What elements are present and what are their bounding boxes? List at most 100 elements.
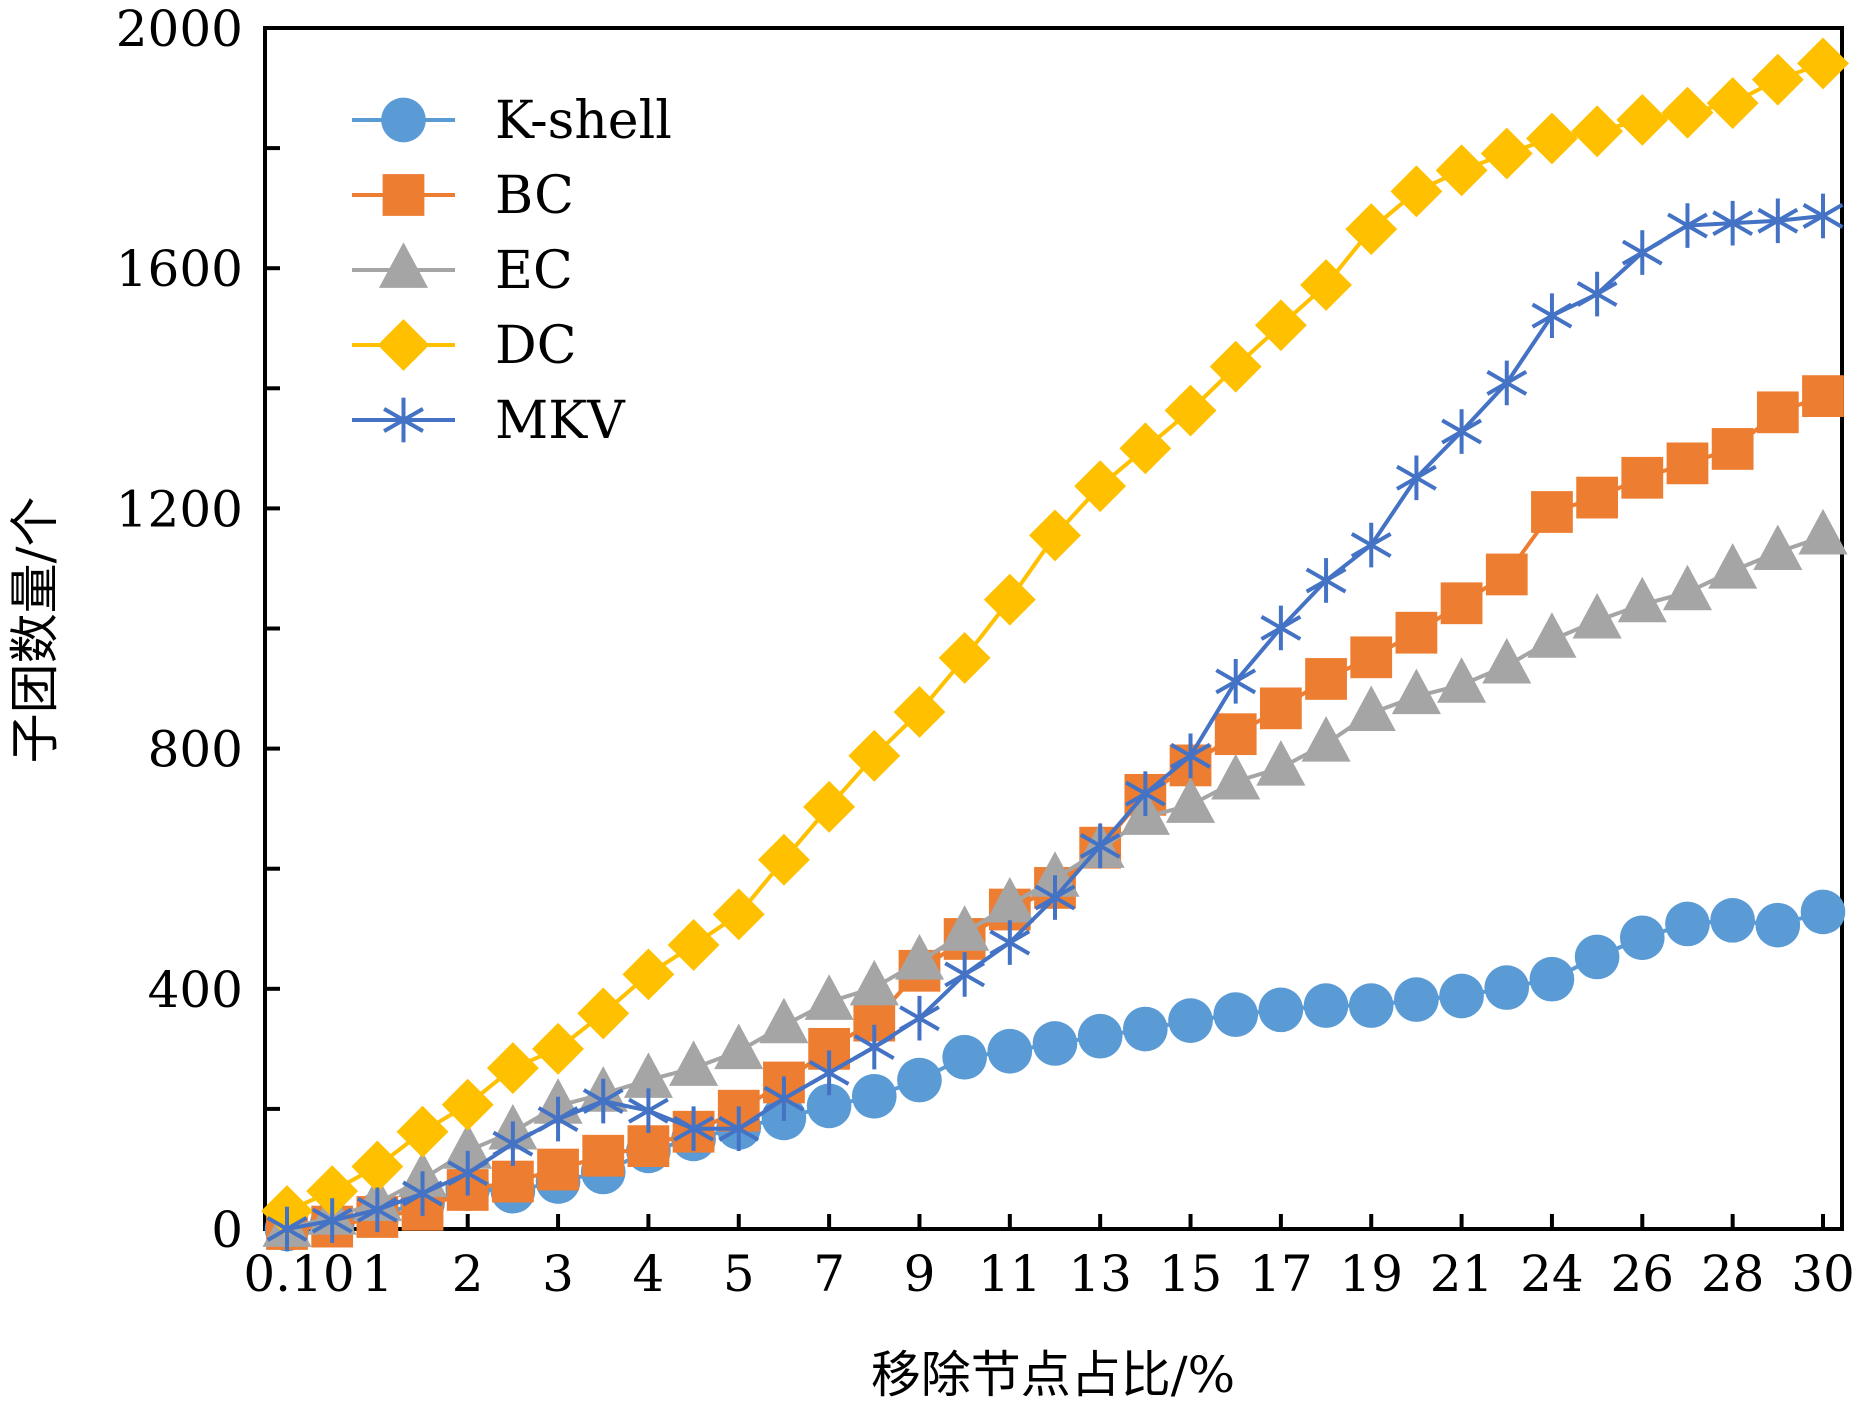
point-asterisk	[1802, 193, 1844, 239]
x-tick-label: 13	[1068, 1245, 1132, 1303]
asterisk-stroke	[899, 1005, 940, 1032]
x-tick-label: 2	[452, 1245, 484, 1303]
point-diamond	[396, 1105, 449, 1158]
legend-label: MKV	[495, 391, 626, 451]
legend-item-bc: BC	[352, 166, 574, 226]
point-asterisk	[673, 1106, 715, 1152]
point-asterisk	[402, 1171, 443, 1216]
x-tick-label: 7	[813, 1245, 845, 1303]
point-triangle	[1437, 657, 1487, 703]
point-asterisk	[1757, 198, 1799, 244]
point-diamond	[1616, 93, 1669, 146]
point-square	[582, 1134, 625, 1177]
point-triangle	[1211, 753, 1261, 800]
legend: K-shell BC EC DC MKV	[352, 91, 672, 451]
x-tick-label: 21	[1430, 1245, 1494, 1303]
point-diamond	[306, 1165, 359, 1218]
asterisk-stroke	[1667, 212, 1708, 239]
point-asterisk	[356, 1187, 398, 1233]
point-diamond	[1706, 77, 1759, 129]
point-asterisk	[537, 1096, 579, 1142]
point-diamond	[1661, 86, 1714, 139]
asterisk-stroke	[673, 1115, 715, 1142]
point-asterisk	[447, 1150, 489, 1196]
x-tick-label: 11	[978, 1245, 1042, 1303]
point-asterisk	[944, 952, 986, 997]
point-asterisk	[383, 397, 424, 443]
asterisk-stroke	[492, 1130, 534, 1157]
legend-label: DC	[495, 316, 576, 376]
point-diamond	[1300, 259, 1352, 311]
point-diamond	[667, 919, 720, 971]
point-asterisk	[1621, 230, 1663, 275]
point-diamond	[1480, 127, 1533, 180]
point-asterisk	[1531, 293, 1573, 338]
asterisk-stroke	[1260, 615, 1302, 641]
point-circle	[1258, 987, 1304, 1033]
point-triangle	[1708, 543, 1758, 589]
point-asterisk	[989, 920, 1031, 965]
point-circle	[1574, 934, 1620, 980]
point-asterisk	[1441, 409, 1483, 454]
point-circle	[1529, 956, 1575, 1002]
point-diamond	[1254, 299, 1307, 352]
asterisk-stroke	[1621, 239, 1663, 266]
point-diamond	[1164, 384, 1217, 437]
point-square	[537, 1148, 579, 1191]
series-bc	[266, 375, 1844, 1250]
point-square	[1621, 456, 1664, 499]
point-circle	[851, 1073, 897, 1119]
point-circle	[1168, 998, 1213, 1043]
x-tick-label: 0.10	[243, 1245, 354, 1303]
asterisk-stroke	[447, 1160, 489, 1187]
point-circle	[1394, 977, 1439, 1022]
asterisk-stroke	[266, 1216, 308, 1242]
x-tick-label: 19	[1339, 1245, 1403, 1303]
asterisk-stroke	[1170, 742, 1211, 769]
point-triangle	[1527, 612, 1577, 658]
asterisk-stroke	[853, 1034, 895, 1060]
asterisk-stroke	[1395, 464, 1437, 491]
point-triangle	[759, 997, 809, 1044]
point-diamond	[1797, 37, 1849, 90]
point-asterisk	[899, 995, 940, 1041]
point-asterisk	[1486, 360, 1528, 406]
asterisk-stroke	[1305, 567, 1347, 594]
point-triangle	[1256, 740, 1306, 786]
point-diamond	[441, 1078, 494, 1131]
point-triangle	[940, 905, 990, 951]
point-asterisk	[492, 1121, 534, 1167]
point-triangle	[804, 974, 854, 1020]
asterisk-stroke	[383, 407, 424, 433]
point-diamond	[377, 319, 430, 371]
point-square	[1214, 713, 1257, 756]
legend-item-dc: DC	[352, 316, 576, 376]
point-asterisk	[1034, 875, 1076, 920]
legend-label: EC	[495, 241, 573, 301]
point-diamond	[803, 780, 856, 833]
y-tick-label: 400	[148, 961, 243, 1019]
point-square	[1531, 491, 1573, 533]
point-circle	[1484, 965, 1530, 1010]
point-asterisk	[1395, 455, 1437, 501]
asterisk-stroke	[763, 1085, 805, 1112]
point-triangle	[443, 1123, 493, 1169]
point-diamond	[351, 1140, 404, 1193]
y-tick-label: 0	[211, 1201, 243, 1259]
point-diamond	[486, 1042, 539, 1094]
point-triangle	[669, 1040, 719, 1086]
point-asterisk	[1170, 733, 1211, 779]
point-asterisk	[808, 1050, 850, 1096]
point-triangle	[1346, 685, 1396, 731]
point-triangle	[1391, 668, 1441, 715]
asterisk-stroke	[1079, 832, 1121, 859]
point-asterisk	[853, 1024, 895, 1070]
x-axis: 0.10 1 2 3 4 5 7 9 11 13 15 17 19 21 24 26 28 30	[243, 1214, 1855, 1303]
asterisk-stroke	[311, 1207, 353, 1234]
point-square	[1350, 636, 1393, 679]
point-circle	[1439, 973, 1484, 1019]
point-triangle	[378, 242, 429, 288]
point-triangle	[849, 959, 899, 1006]
point-circle	[381, 97, 426, 143]
y-tick-label: 2000	[116, 0, 243, 58]
